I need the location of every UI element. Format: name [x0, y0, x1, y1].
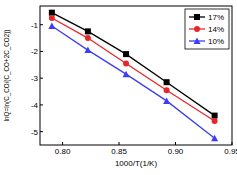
y-tick-label: -2	[31, 47, 39, 56]
y-tick	[40, 24, 43, 25]
data-point	[164, 87, 170, 93]
data-point	[84, 47, 91, 54]
data-point	[123, 51, 129, 57]
x-tick-label: 0.85	[111, 147, 127, 156]
data-point	[48, 23, 55, 30]
plot-area	[48, 10, 218, 142]
x-tick	[119, 142, 120, 145]
y-tick	[40, 131, 43, 132]
data-point	[163, 97, 170, 104]
x-tick	[232, 142, 233, 145]
legend-label: 17%	[208, 13, 224, 22]
data-point	[123, 60, 129, 66]
x-tick-label: 0.80	[55, 147, 71, 156]
x-tick	[62, 142, 63, 145]
data-point	[164, 79, 170, 85]
data-point	[85, 28, 91, 34]
legend-box	[185, 9, 229, 49]
y-tick	[40, 104, 43, 105]
y-tick-label: -1	[31, 21, 39, 30]
legend-label: 10%	[208, 37, 224, 46]
legend: 17% 14% 10%	[185, 9, 229, 49]
data-point	[123, 71, 130, 78]
plot-frame	[40, 6, 232, 145]
y-tick-label: -4	[31, 101, 39, 110]
data-point	[212, 113, 218, 119]
y-tick-label: -5	[31, 128, 39, 137]
data-point	[212, 118, 218, 124]
data-point	[85, 35, 91, 41]
data-point	[49, 15, 55, 21]
legend-marker	[194, 14, 200, 20]
y-tick	[40, 51, 43, 52]
x-tick-label: 0.90	[168, 147, 184, 156]
legend-label: 14%	[208, 25, 224, 34]
legend-marker	[194, 38, 201, 45]
y-tick	[40, 78, 43, 79]
data-point	[211, 135, 218, 142]
x-tick	[175, 142, 176, 145]
x-axis-label: 1000/T(1/K)	[115, 159, 158, 168]
legend-marker	[194, 26, 200, 32]
y-axis-label: lnQ=ln(C_CO/(C_CO+2C_CO2))	[3, 30, 11, 122]
chart: 0.80 0.85 0.90 0.95 -1 -2 -3 -4 -5 1000/T(1/K) lnQ…	[0, 0, 237, 175]
data-point	[49, 10, 55, 16]
x-tick-label: 0.95	[224, 147, 237, 156]
y-tick-label: -3	[31, 74, 39, 83]
